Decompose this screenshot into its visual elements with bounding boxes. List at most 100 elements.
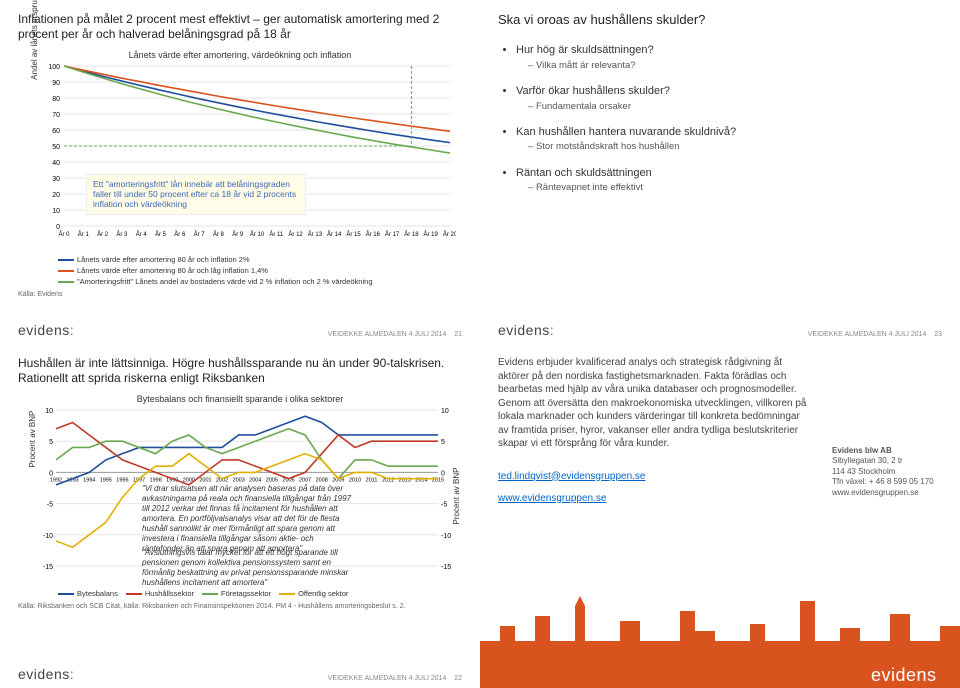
svg-text:2001: 2001 xyxy=(199,477,211,483)
svg-text:0: 0 xyxy=(441,470,445,477)
svg-text:20: 20 xyxy=(52,192,60,199)
svg-text:10: 10 xyxy=(52,208,60,215)
svg-text:-15: -15 xyxy=(441,564,451,571)
bullet-list: Hur hög är skuldsättningen?Vilka mått är… xyxy=(498,42,942,195)
bullet-item: Räntan och skuldsättningenRäntevapnet in… xyxy=(516,165,942,196)
svg-text:År 16: År 16 xyxy=(366,231,381,238)
svg-text:År 9: År 9 xyxy=(232,231,244,238)
legend-item: Företagssektor xyxy=(202,589,271,599)
page-number: 21 xyxy=(454,331,462,338)
legend-item: Lånets värde efter amortering 80 år och … xyxy=(58,255,250,265)
addr-phone: Tfn växel: + 46 8 599 05 170 xyxy=(832,477,934,486)
chart-21: Andel av lånets ursprungliga värde, proc… xyxy=(36,62,462,252)
slide-footer: evidens xyxy=(498,663,942,688)
svg-text:År 17: År 17 xyxy=(385,231,400,238)
y-axis-label-left: Procent av BNP xyxy=(28,411,37,468)
svg-text:0: 0 xyxy=(49,470,53,477)
svg-text:70: 70 xyxy=(52,112,60,119)
svg-text:År 3: År 3 xyxy=(116,231,128,238)
svg-text:40: 40 xyxy=(52,160,60,167)
svg-text:50: 50 xyxy=(52,144,60,151)
chart-22: Procent av BNP -15-15-10-10-5-5005510101… xyxy=(32,406,448,586)
svg-text:År 5: År 5 xyxy=(155,231,167,238)
chart-legend: Lånets värde efter amortering 80 år och … xyxy=(58,254,462,287)
quote-2: "Avslutningsvis talar mycket för att ett… xyxy=(142,548,352,588)
svg-text:2011: 2011 xyxy=(366,477,378,483)
svg-text:-5: -5 xyxy=(441,502,447,509)
svg-text:1996: 1996 xyxy=(116,477,128,483)
page-number: 23 xyxy=(934,331,942,338)
line-chart: 0102030405060708090100År 0År 1År 2År 3År… xyxy=(36,62,456,252)
skyline-graphic xyxy=(480,586,960,666)
evidens-logo-large: evidens xyxy=(871,663,942,688)
svg-text:År 20: År 20 xyxy=(443,231,456,238)
evidens-logo: evidens xyxy=(498,322,554,338)
svg-text:År 6: År 6 xyxy=(174,231,186,238)
slide-footer: evidens VEIDEKKE ALMEDALEN 4 JULI 2014 2… xyxy=(498,322,942,338)
addr-zip: 114 43 Stockholm xyxy=(832,467,895,476)
bullet-item: Kan hushållen hantera nuvarande skuldniv… xyxy=(516,124,942,155)
svg-text:År 18: År 18 xyxy=(404,231,419,238)
svg-text:0: 0 xyxy=(56,224,60,231)
svg-text:2008: 2008 xyxy=(316,477,328,483)
svg-text:År 4: År 4 xyxy=(136,231,148,238)
svg-text:År 19: År 19 xyxy=(424,231,439,238)
svg-text:2003: 2003 xyxy=(233,477,245,483)
bullet-item: Hur hög är skuldsättningen?Vilka mått är… xyxy=(516,42,942,73)
source-text: Källa: Riksbanken och SCB Citat, källa: … xyxy=(18,603,462,610)
y-axis-label: Andel av lånets ursprungliga värde, proc… xyxy=(30,0,39,80)
evidens-logo: evidens xyxy=(18,666,74,682)
legend-item: Lånets värde efter amortering 80 år och … xyxy=(58,266,268,276)
slide-24: Evidens erbjuder kvalificerad analys och… xyxy=(480,344,960,688)
sub-bullet-item: Stor motståndskraft hos hushållen xyxy=(528,140,942,154)
legend-item: Offentlig sektor xyxy=(279,589,348,599)
svg-text:År 8: År 8 xyxy=(213,231,225,238)
svg-text:-10: -10 xyxy=(43,533,53,540)
svg-text:-10: -10 xyxy=(441,533,451,540)
footer-text: VEIDEKKE ALMEDALEN 4 JULI 2014 xyxy=(328,675,447,682)
svg-text:2005: 2005 xyxy=(266,477,278,483)
web-link[interactable]: www.evidensgruppen.se xyxy=(498,493,606,504)
svg-text:År 7: År 7 xyxy=(194,231,206,238)
svg-text:1998: 1998 xyxy=(150,477,162,483)
svg-text:2010: 2010 xyxy=(349,477,361,483)
svg-text:80: 80 xyxy=(52,96,60,103)
svg-text:1994: 1994 xyxy=(83,477,95,483)
sub-bullet-item: Räntevapnet inte effektivt xyxy=(528,181,942,195)
slide-22: Hushållen är inte lättsinniga. Högre hus… xyxy=(0,344,480,688)
email-link[interactable]: ted.lindqvist@evidensgruppen.se xyxy=(498,471,645,482)
slide-footer: evidens VEIDEKKE ALMEDALEN 4 JULI 2014 2… xyxy=(18,322,462,338)
slide-title: Ska vi oroas av hushållens skulder? xyxy=(498,12,942,28)
addr-site: www.evidensgruppen.se xyxy=(832,488,919,497)
page-number: 22 xyxy=(454,675,462,682)
svg-text:-5: -5 xyxy=(47,502,53,509)
chart-subtitle: Bytesbalans och finansiellt sparande i o… xyxy=(18,394,462,404)
slide-title: Inflationen på målet 2 procent mest effe… xyxy=(18,12,462,42)
bullet-item: Varför ökar hushållens skulder?Fundament… xyxy=(516,83,942,114)
addr-street: Sibyllegatan 30, 2 tr xyxy=(832,456,903,465)
slide-footer: evidens VEIDEKKE ALMEDALEN 4 JULI 2014 2… xyxy=(18,666,462,682)
address-block: Evidens blw AB Sibyllegatan 30, 2 tr 114… xyxy=(832,446,942,504)
chart-annotation: Ett "amorteringsfritt" lån innebär att b… xyxy=(86,174,306,215)
svg-text:1995: 1995 xyxy=(100,477,112,483)
legend-item: Hushållssektor xyxy=(126,589,194,599)
y-axis-label-right: Procent av BNP xyxy=(452,468,461,525)
svg-text:År 12: År 12 xyxy=(288,231,303,238)
svg-text:År 2: År 2 xyxy=(97,231,109,238)
body-text: Evidens erbjuder kvalificerad analys och… xyxy=(498,356,812,451)
footer-text: VEIDEKKE ALMEDALEN 4 JULI 2014 xyxy=(808,331,927,338)
svg-text:30: 30 xyxy=(52,176,60,183)
svg-text:90: 90 xyxy=(52,80,60,87)
svg-text:År 10: År 10 xyxy=(250,231,265,238)
svg-text:2004: 2004 xyxy=(249,477,261,483)
legend-item: "Amorteringsfritt" Lånets andel av bosta… xyxy=(58,277,373,287)
svg-text:100: 100 xyxy=(48,64,60,71)
svg-text:År 14: År 14 xyxy=(327,231,342,238)
svg-text:10: 10 xyxy=(441,408,449,415)
chart-legend: Bytesbalans Hushållssektor Företagssektor O… xyxy=(58,588,462,599)
svg-text:10: 10 xyxy=(45,408,53,415)
svg-text:År 11: År 11 xyxy=(269,231,284,238)
slide-23: Ska vi oroas av hushållens skulder? Hur … xyxy=(480,0,960,344)
legend-item: Bytesbalans xyxy=(58,589,118,599)
source-text: Källa: Evidens xyxy=(18,291,462,298)
